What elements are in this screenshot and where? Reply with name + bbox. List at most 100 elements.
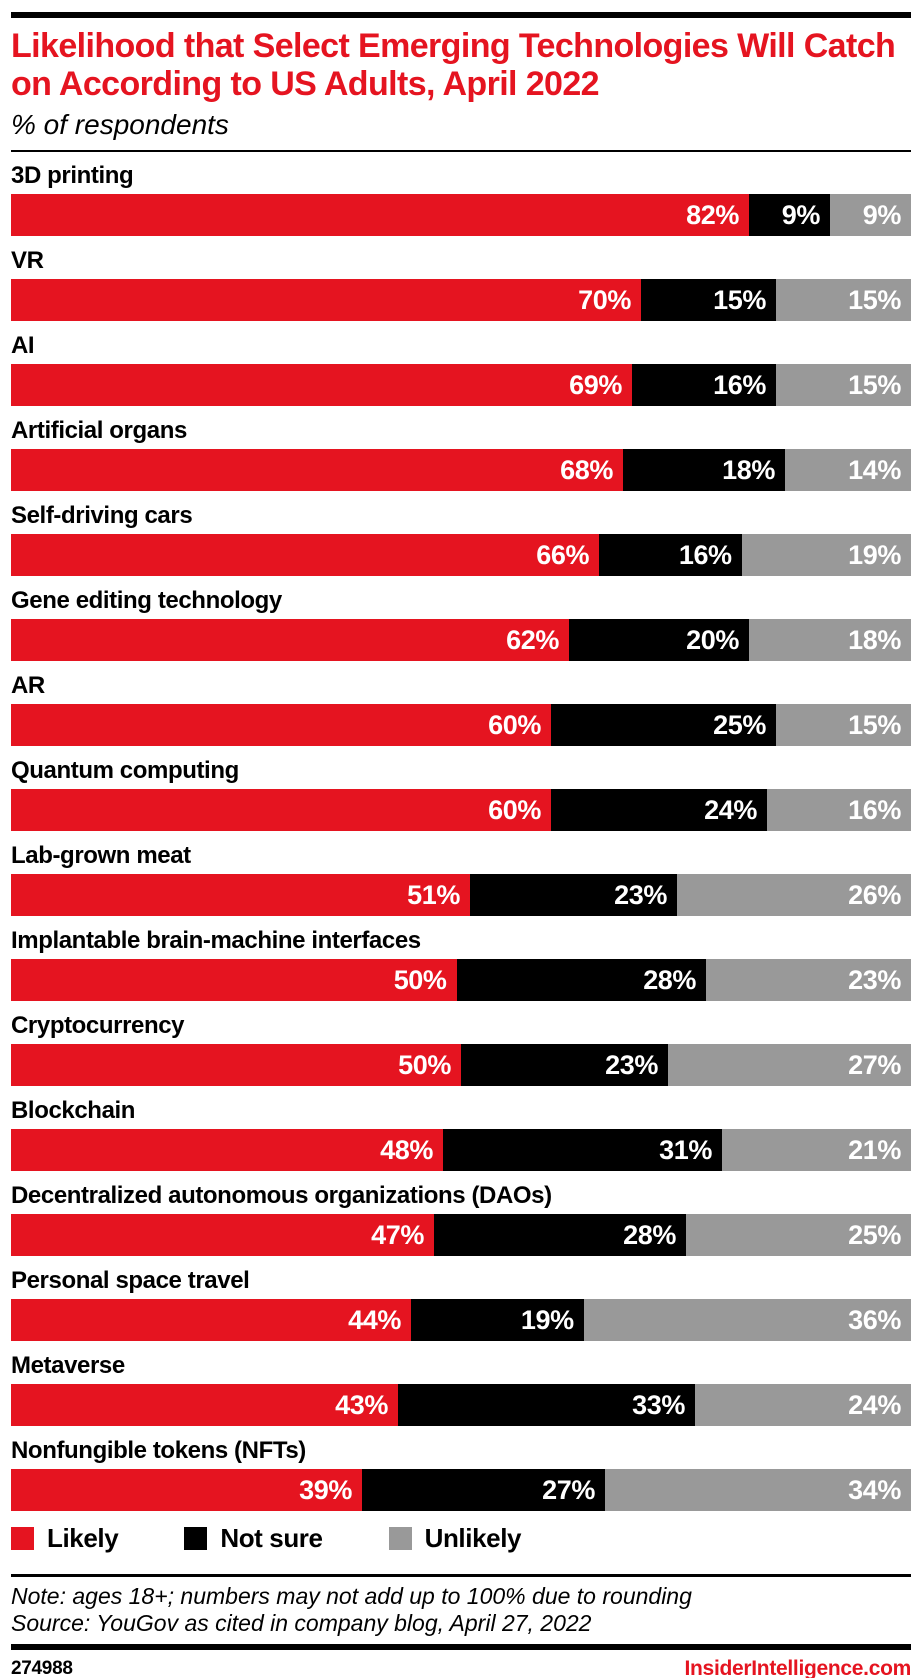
note-text: Note: ages 18+; numbers may not add up t…: [11, 1583, 692, 1609]
stacked-bar: 44% 19% 36%: [11, 1299, 911, 1341]
bar-row: Personal space travel 44% 19% 36%: [11, 1268, 911, 1341]
stacked-bar-chart: 3D printing 82% 9% 9% VR 70% 15% 15% AI 69% 16% 15%…: [11, 163, 911, 1511]
bar-segment-not-sure: 25%: [551, 704, 776, 746]
bar-segment-likely: 39%: [11, 1469, 362, 1511]
legend-item-likely: Likely: [11, 1523, 119, 1554]
bar-segment-unlikely: 18%: [749, 619, 911, 661]
legend-item-unlikely: Unlikely: [388, 1523, 521, 1554]
bar-segment-not-sure: 23%: [470, 874, 677, 916]
bar-segment-not-sure: 23%: [461, 1044, 668, 1086]
bar-row: 3D printing 82% 9% 9%: [11, 163, 911, 236]
bar-segment-unlikely: 14%: [785, 449, 911, 491]
bar-segment-likely: 66%: [11, 534, 600, 576]
legend-label: Not sure: [220, 1523, 323, 1553]
bar-row: Cryptocurrency 50% 23% 27%: [11, 1013, 911, 1086]
bar-segment-likely: 48%: [11, 1129, 443, 1171]
category-label: Personal space travel: [11, 1267, 250, 1294]
stacked-bar: 82% 9% 9%: [11, 194, 911, 236]
page-subtitle: % of respondents: [11, 109, 229, 140]
bar-segment-likely: 50%: [11, 1044, 461, 1086]
bar-segment-not-sure: 16%: [599, 534, 742, 576]
bar-segment-unlikely: 16%: [767, 789, 911, 831]
category-label: Metaverse: [11, 1352, 125, 1379]
bar-row: Decentralized autonomous organizations (…: [11, 1183, 911, 1256]
category-label: Quantum computing: [11, 757, 239, 784]
category-label: 3D printing: [11, 162, 134, 189]
bar-segment-likely: 82%: [11, 194, 749, 236]
bar-segment-unlikely: 23%: [706, 959, 911, 1001]
legend-label: Likely: [47, 1523, 119, 1553]
stacked-bar: 50% 28% 23%: [11, 959, 911, 1001]
category-label: Blockchain: [11, 1097, 136, 1124]
stacked-bar: 70% 15% 15%: [11, 279, 911, 321]
category-label: AI: [11, 332, 35, 359]
stacked-bar: 62% 20% 18%: [11, 619, 911, 661]
site-link[interactable]: InsiderIntelligence.com: [684, 1657, 912, 1678]
bar-segment-unlikely: 27%: [668, 1044, 911, 1086]
bar-segment-unlikely: 21%: [722, 1129, 911, 1171]
stacked-bar: 66% 16% 19%: [11, 534, 911, 576]
bar-segment-likely: 50%: [11, 959, 457, 1001]
stacked-bar: 60% 25% 15%: [11, 704, 911, 746]
chart-id: 274988: [11, 1658, 73, 1678]
bar-segment-not-sure: 27%: [362, 1469, 605, 1511]
bar-segment-likely: 51%: [11, 874, 470, 916]
bar-row: Quantum computing 60% 24% 16%: [11, 758, 911, 831]
top-accent-bar: [11, 12, 911, 18]
bar-row: Implantable brain-machine interfaces 50% 2…: [11, 928, 911, 1001]
bar-segment-unlikely: 15%: [776, 279, 911, 321]
category-label: Self-driving cars: [11, 502, 193, 529]
page-title: Likelihood that Select Emerging Technolo…: [11, 27, 896, 103]
bar-segment-likely: 44%: [11, 1299, 411, 1341]
stacked-bar: 69% 16% 15%: [11, 364, 911, 406]
bar-segment-not-sure: 9%: [749, 194, 830, 236]
bar-row: Self-driving cars 66% 16% 19%: [11, 503, 911, 576]
bar-segment-unlikely: 9%: [830, 194, 911, 236]
bar-row: Nonfungible tokens (NFTs) 39% 27% 34%: [11, 1438, 911, 1511]
bar-segment-likely: 60%: [11, 704, 551, 746]
bar-segment-likely: 62%: [11, 619, 569, 661]
bar-segment-not-sure: 28%: [456, 959, 707, 1001]
category-label: Nonfungible tokens (NFTs): [11, 1437, 306, 1464]
bar-segment-unlikely: 36%: [583, 1299, 911, 1341]
notes-block: Note: ages 18+; numbers may not add up t…: [11, 1577, 911, 1644]
bar-row: Metaverse 43% 33% 24%: [11, 1353, 911, 1426]
bar-segment-unlikely: 15%: [776, 704, 911, 746]
stacked-bar: 51% 23% 26%: [11, 874, 911, 916]
bar-row: Artificial organs 68% 18% 14%: [11, 418, 911, 491]
bar-segment-likely: 68%: [11, 449, 623, 491]
bar-segment-not-sure: 33%: [398, 1384, 695, 1426]
bar-segment-not-sure: 19%: [411, 1299, 584, 1341]
category-label: VR: [11, 247, 44, 274]
category-label: Lab-grown meat: [11, 842, 191, 869]
bar-segment-not-sure: 18%: [623, 449, 785, 491]
note-divider-bottom: [11, 1644, 911, 1650]
stacked-bar: 68% 18% 14%: [11, 449, 911, 491]
bar-segment-unlikely: 25%: [686, 1214, 911, 1256]
bar-segment-unlikely: 34%: [605, 1469, 911, 1511]
bar-row: VR 70% 15% 15%: [11, 248, 911, 321]
stacked-bar: 39% 27% 34%: [11, 1469, 911, 1511]
legend-swatch-likely: [11, 1527, 34, 1550]
bar-row: Blockchain 48% 31% 21%: [11, 1098, 911, 1171]
bar-segment-not-sure: 20%: [569, 619, 749, 661]
bar-segment-not-sure: 31%: [443, 1129, 722, 1171]
category-label: Decentralized autonomous organizations (…: [11, 1182, 552, 1209]
legend-swatch-not-sure: [184, 1527, 208, 1550]
note-divider-top: [11, 1574, 911, 1577]
bar-segment-likely: 43%: [11, 1384, 398, 1426]
bar-segment-not-sure: 16%: [632, 364, 776, 406]
category-label: AR: [11, 672, 45, 699]
header-divider: [11, 150, 911, 152]
bar-segment-unlikely: 26%: [677, 874, 911, 916]
bar-segment-unlikely: 19%: [741, 534, 911, 576]
bar-segment-likely: 47%: [11, 1214, 434, 1256]
stacked-bar: 60% 24% 16%: [11, 789, 911, 831]
bar-row: Lab-grown meat 51% 23% 26%: [11, 843, 911, 916]
bar-segment-unlikely: 15%: [776, 364, 911, 406]
bar-segment-not-sure: 28%: [434, 1214, 686, 1256]
bar-segment-likely: 70%: [11, 279, 641, 321]
bar-segment-not-sure: 24%: [551, 789, 767, 831]
category-label: Implantable brain-machine interfaces: [11, 927, 421, 954]
bar-row: AR 60% 25% 15%: [11, 673, 911, 746]
